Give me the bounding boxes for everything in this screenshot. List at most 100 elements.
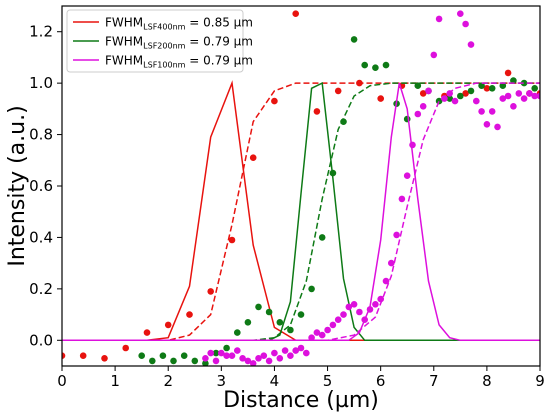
data-point-series-3 <box>473 97 480 105</box>
y-tick-label: 0.6 <box>29 177 53 195</box>
x-tick-label: 7 <box>429 372 439 390</box>
data-point-series-3 <box>324 326 331 334</box>
data-point-series-2 <box>138 352 145 360</box>
data-point-series-3 <box>249 360 257 366</box>
data-point-series-1 <box>101 355 108 362</box>
data-point-series-3 <box>409 141 416 149</box>
data-point-series-2 <box>531 85 538 92</box>
data-point-series-3 <box>388 259 395 267</box>
legend-label-prefix: FWHM <box>105 16 143 30</box>
y-tick-label: 0.8 <box>29 126 53 144</box>
y-tick-label: 0.2 <box>29 280 53 298</box>
x-tick-label: 5 <box>323 372 333 390</box>
data-point-series-1 <box>228 236 236 244</box>
x-tick-label: 9 <box>535 372 545 390</box>
legend-label-value: = 0.79 µm <box>185 54 253 68</box>
data-point-series-3 <box>494 123 501 131</box>
data-point-series-3 <box>488 108 496 115</box>
data-point-series-3 <box>255 355 262 362</box>
data-point-series-3 <box>531 92 538 100</box>
data-point-series-2 <box>223 344 230 352</box>
data-point-series-2 <box>520 79 528 87</box>
data-point-series-3 <box>536 92 540 100</box>
legend-label-1: FWHMLSF400nm = 0.85 µm <box>105 16 253 32</box>
data-point-series-2 <box>234 329 241 336</box>
data-point-series-2 <box>478 82 485 89</box>
data-point-series-3 <box>207 349 214 357</box>
data-point-series-2 <box>255 303 262 311</box>
data-point-series-3 <box>419 103 427 110</box>
esf-dashed-line-series-2 <box>62 82 540 342</box>
data-point-series-2 <box>340 118 347 125</box>
data-point-series-1 <box>271 97 278 105</box>
data-point-series-3 <box>345 303 353 311</box>
data-point-series-3 <box>303 349 310 357</box>
legend-label-subscript: LSF200nm <box>143 42 185 51</box>
y-axis: 0.0 0.2 0.4 0.6 0.8 1.0 1.2 <box>29 23 62 349</box>
data-point-series-1 <box>313 108 321 115</box>
x-tick-label: 4 <box>270 372 280 390</box>
data-point-series-1 <box>334 87 342 95</box>
data-point-series-1 <box>186 311 193 318</box>
data-point-series-3 <box>356 308 363 316</box>
data-point-series-3 <box>504 92 512 100</box>
y-tick-label: 1.0 <box>29 74 53 92</box>
data-point-series-1 <box>292 10 300 17</box>
data-point-series-3 <box>430 51 438 59</box>
data-point-series-3 <box>467 41 475 48</box>
data-point-series-2 <box>180 352 188 360</box>
data-point-series-3 <box>414 110 422 118</box>
data-point-series-1 <box>62 352 66 359</box>
data-point-series-3 <box>313 329 321 336</box>
data-point-series-3 <box>510 103 517 110</box>
data-point-series-3 <box>435 15 443 23</box>
data-point-series-2 <box>510 77 517 84</box>
data-point-series-2 <box>372 64 379 71</box>
data-point-series-3 <box>462 20 469 28</box>
y-axis-title: Intensity (a.u.) <box>5 105 30 266</box>
data-point-series-3 <box>228 352 236 360</box>
data-point-series-3 <box>292 347 300 354</box>
data-point-series-2 <box>435 97 443 105</box>
data-point-series-2 <box>170 357 177 365</box>
data-point-series-2 <box>308 285 315 293</box>
data-point-series-1 <box>143 329 151 336</box>
data-point-series-3 <box>287 352 294 360</box>
data-point-series-3 <box>318 331 326 339</box>
data-point-series-1 <box>419 90 427 97</box>
data-point-series-3 <box>218 349 225 357</box>
data-point-series-2 <box>276 319 284 326</box>
data-point-series-3 <box>526 90 533 97</box>
data-point-series-2 <box>488 85 496 92</box>
data-point-series-3 <box>212 357 220 365</box>
data-point-series-3 <box>244 357 252 365</box>
legend-label-subscript: LSF100nm <box>143 61 185 70</box>
data-point-series-3 <box>265 357 273 365</box>
data-point-series-1 <box>377 95 385 102</box>
data-point-series-3 <box>520 95 528 102</box>
legend-label-value: = 0.79 µm <box>185 35 253 49</box>
data-point-series-3 <box>393 231 400 239</box>
data-point-series-3 <box>223 352 230 360</box>
data-point-series-2 <box>350 36 358 43</box>
data-point-series-3 <box>483 121 491 128</box>
legend-label-prefix: FWHM <box>105 35 143 49</box>
data-point-series-3 <box>334 316 342 324</box>
data-point-series-3 <box>398 195 406 203</box>
data-point-series-3 <box>515 90 523 97</box>
data-point-series-2 <box>382 61 390 69</box>
data-point-series-3 <box>446 90 454 97</box>
data-point-series-3 <box>340 311 347 318</box>
data-point-series-1 <box>122 344 129 352</box>
data-point-series-3 <box>297 344 305 352</box>
data-point-series-3 <box>361 316 369 324</box>
data-point-series-2 <box>212 349 220 357</box>
data-point-series-3 <box>350 301 358 308</box>
data-point-series-1 <box>483 85 491 92</box>
plot-area <box>62 10 540 366</box>
x-tick-label: 0 <box>57 372 67 390</box>
data-point-series-3 <box>329 321 337 329</box>
data-point-series-1 <box>462 90 469 97</box>
